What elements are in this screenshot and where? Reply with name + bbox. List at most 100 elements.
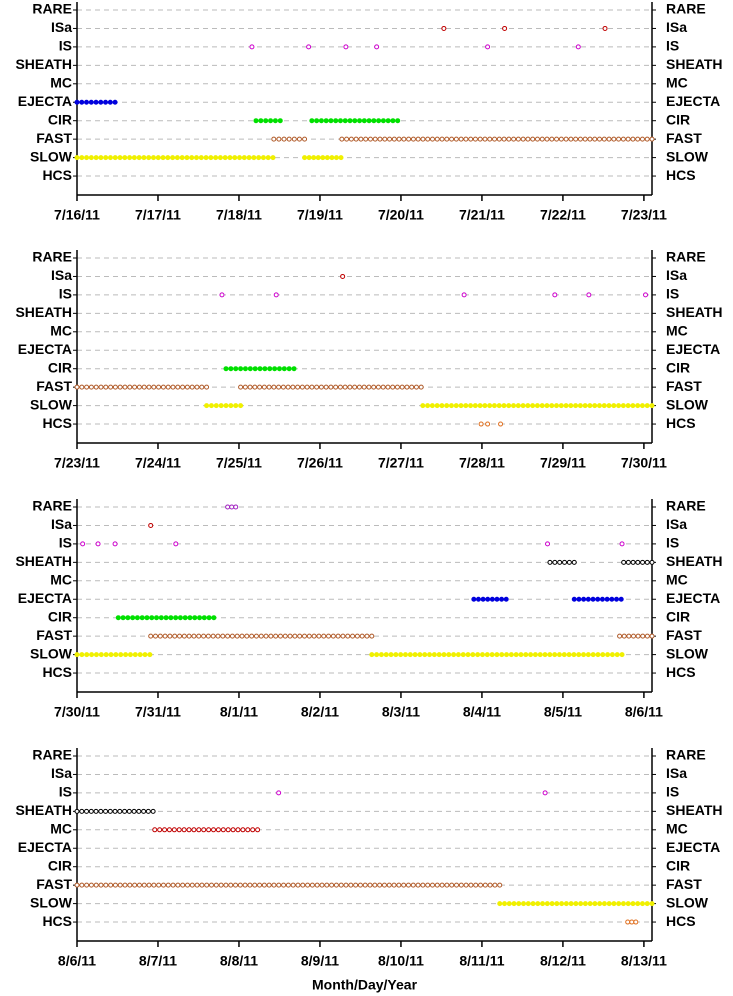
run-dot [156,384,162,390]
run-dot [468,403,474,409]
run-dot [276,366,282,372]
run-dot [460,652,466,658]
run-dot [98,384,104,390]
run [74,808,156,814]
x-tick-label: 7/30/11 [621,455,667,471]
run-dot [644,559,650,565]
run-dot [453,403,459,409]
run-dot [199,882,205,888]
run-dot [196,827,202,833]
run-dot [222,155,228,161]
x-tick-label: 7/30/11 [54,704,100,720]
run-dot [318,384,324,390]
run-dot [482,882,488,888]
run-dot [225,827,231,833]
run-dot [79,155,85,161]
run-dot [544,901,550,907]
x-tick-label: 8/11/11 [459,953,504,969]
run-dot [335,633,341,639]
run-dot [606,901,612,907]
run-dot [170,882,176,888]
run-dot [263,118,269,124]
run-dot [633,919,639,925]
run-dot [511,901,517,907]
run-dot [112,808,118,814]
run-dot [625,403,631,409]
run-dot [506,136,512,142]
run-dot [84,808,90,814]
run-dot [561,652,567,658]
run-dot [525,403,531,409]
run-dot [530,403,536,409]
run-dot [186,827,192,833]
run-dot [609,652,615,658]
run-dot [103,384,109,390]
run-dot [585,596,591,602]
run-dot [309,118,315,124]
run-dot [285,882,291,888]
y-tick-label: FAST [36,378,72,394]
run-dot [118,652,124,658]
run-dot [434,403,440,409]
x-tick-label: 7/21/11 [459,207,505,223]
run-dot [136,808,142,814]
run-dot [487,882,493,888]
y-tick-label: MC [50,821,72,837]
y2-tick-label: HCS [666,664,696,680]
run-dot [563,901,569,907]
run-dot [611,901,617,907]
run-dot [635,136,641,142]
run-dot [147,652,153,658]
run-dot [478,882,484,888]
y2-tick-label: CIR [666,111,690,127]
run-dot [280,384,286,390]
run-dot [156,882,162,888]
run-dot [103,155,109,161]
run-dot [382,136,388,142]
run-dot [300,882,306,888]
run-dot [595,596,601,602]
run-dot [304,384,310,390]
run-dot [630,901,636,907]
run-dot [590,652,596,658]
run-dot [348,882,354,888]
run-dot [482,403,488,409]
run-dot [518,652,524,658]
run-dot [496,403,502,409]
run-dot [557,559,563,565]
run-dot [113,652,119,658]
y-tick-label: EJECTA [18,590,72,606]
event-point [643,292,649,298]
run-dot [217,155,223,161]
run-dot [616,136,622,142]
run-dot [295,882,301,888]
run-dot [179,155,185,161]
run-dot [539,403,545,409]
run-dot [93,99,99,105]
run-dot [238,366,244,372]
run-dot [136,384,142,390]
run-dot [489,596,495,602]
run-dot [463,136,469,142]
x-tick-label: 7/28/11 [459,455,505,471]
run-dot [508,652,514,658]
y-tick-label: FAST [36,130,72,146]
y-tick-label: SLOW [30,148,73,164]
run-dot [629,919,635,925]
run-dot [441,652,447,658]
run-dot [352,118,358,124]
run-dot [74,384,80,390]
run-dot [494,652,500,658]
run-dot [394,384,400,390]
run-dot [502,901,508,907]
run-dot [112,882,118,888]
run-dot [198,155,204,161]
run-dot [191,827,197,833]
run-dot [242,384,248,390]
run-dot [451,652,457,658]
run-dot [577,403,583,409]
run-dot [184,384,190,390]
run-dot [357,118,363,124]
run-dot [413,384,419,390]
